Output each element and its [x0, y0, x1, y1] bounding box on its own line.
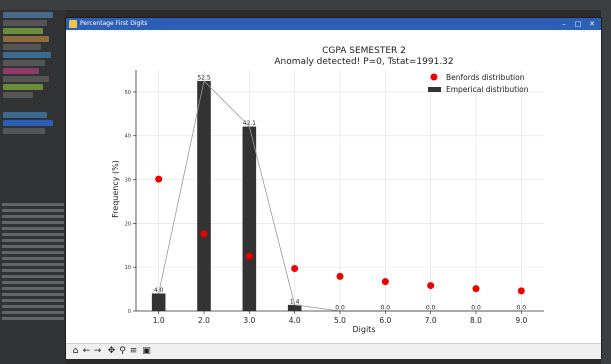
x-tick-label: 1.0: [153, 316, 165, 325]
panel-row: [3, 68, 39, 74]
bar: [197, 80, 211, 311]
panel-row: [3, 52, 51, 58]
y-tick-labels: 0 10 20 30 40 50: [125, 90, 131, 315]
bar: [242, 126, 257, 311]
x-axis-label: Digits: [353, 325, 376, 334]
y-tick-label: 50: [125, 90, 131, 96]
x-tick-label: 8.0: [470, 316, 482, 325]
panel-row: [3, 76, 49, 82]
chart-title: CGPA SEMESTER 2: [322, 46, 406, 56]
x-tick-label: 5.0: [334, 316, 346, 325]
panel-row: [3, 36, 49, 42]
app-icon: [69, 20, 77, 28]
y-axis-label: Frequency (%): [111, 160, 120, 218]
y-tick-label: 0: [128, 309, 131, 315]
x-tick-labels: 1.0 2.0 3.0 4.0 5.0 6.0 7.0 8.0 9.0: [153, 316, 528, 325]
home-icon[interactable]: ⌂: [72, 346, 79, 356]
panel-row: [3, 44, 41, 50]
bar: [287, 304, 302, 311]
benford-point: [245, 252, 253, 260]
x-tick-label: 7.0: [425, 316, 437, 325]
benford-point: [155, 175, 163, 183]
back-icon[interactable]: ←: [82, 346, 91, 356]
x-tick-label: 3.0: [243, 316, 255, 325]
ide-right-panel: [601, 10, 611, 364]
minimize-button[interactable]: –: [562, 20, 566, 28]
bar-value-label: 42.1: [243, 120, 257, 127]
x-tick-label: 6.0: [379, 316, 391, 325]
ide-variable-explorer: [0, 10, 66, 364]
panel-row: [3, 28, 43, 34]
bar-value-label: 0.0: [335, 305, 345, 312]
x-tick-label: 9.0: [515, 316, 527, 325]
benford-point: [291, 264, 299, 272]
benford-point: [427, 282, 435, 290]
bars: [151, 80, 302, 311]
bar-value-label: 0.0: [426, 305, 436, 312]
legend-benford-label: Benfords distribution: [446, 73, 525, 82]
save-icon[interactable]: ▣: [142, 346, 151, 356]
zoom-icon[interactable]: ⚲: [119, 346, 126, 356]
legend: Benfords distribution Emperical distribu…: [428, 73, 529, 94]
window-titlebar[interactable]: Percentage First Digits – □ ✕: [66, 18, 601, 30]
legend-empirical-marker: [428, 87, 441, 92]
y-tick-label: 20: [125, 221, 131, 227]
panel-row: [3, 20, 47, 26]
benford-point: [517, 287, 525, 295]
legend-benford-marker: [430, 73, 438, 81]
plot-window: Percentage First Digits – □ ✕ CGPA SEMES…: [66, 18, 601, 359]
panel-row: [3, 120, 53, 126]
y-tick-label: 40: [125, 134, 131, 140]
bar-value-label: 4.0: [154, 287, 164, 294]
benford-points: [155, 175, 525, 295]
panel-row: [3, 128, 45, 134]
plot-toolbar: ⌂ ← → ✥ ⚲ ≡ ▣: [66, 343, 601, 359]
panel-row: [3, 12, 53, 18]
close-button[interactable]: ✕: [589, 20, 595, 28]
panel-row: [3, 92, 33, 98]
benford-point: [472, 285, 480, 293]
x-tick-label: 4.0: [289, 316, 301, 325]
panel-row: [3, 84, 43, 90]
ide-top-bar: [0, 0, 611, 10]
y-tick-label: 10: [125, 265, 131, 271]
forward-icon[interactable]: →: [93, 346, 102, 356]
panel-row: [3, 112, 47, 118]
bar-value-label: 0.0: [471, 305, 481, 312]
console-output: [2, 200, 64, 323]
legend-empirical-label: Emperical distribution: [446, 85, 529, 94]
panel-row: [3, 60, 45, 66]
maximize-button[interactable]: □: [574, 20, 582, 28]
benford-point: [336, 272, 344, 280]
window-title: Percentage First Digits: [80, 20, 148, 27]
y-tick-label: 30: [125, 178, 131, 184]
chart-subtitle: Anomaly detected! P=0, Tstat=1991.32: [274, 57, 453, 67]
bar: [151, 293, 166, 311]
bar-value-label: 0.0: [381, 305, 391, 312]
bar-value-label: 52.5: [197, 74, 211, 81]
x-tick-label: 2.0: [198, 316, 210, 325]
benford-point: [200, 230, 208, 238]
axes: [133, 70, 544, 314]
bar-value-label: 1.4: [290, 298, 300, 305]
bar-labels: 4.0 52.5 42.1 1.4 0.0 0.0 0.0 0.0 0.0: [154, 74, 526, 311]
bar-value-label: 0.0: [517, 305, 527, 312]
benford-point: [381, 278, 389, 286]
pan-icon[interactable]: ✥: [107, 346, 116, 356]
configure-icon[interactable]: ≡: [129, 346, 138, 356]
benford-chart: CGPA SEMESTER 2 Anomaly detected! P=0, T…: [111, 46, 544, 334]
